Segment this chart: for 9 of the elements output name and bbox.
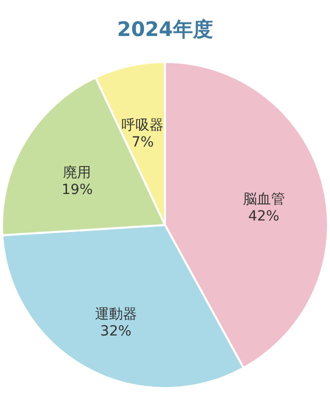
data-label: 42% [248,208,280,225]
data-label: 7% [132,134,154,150]
data-label: 19% [62,182,93,198]
slice-label: 脳血管 [242,192,285,208]
slice-label: 廃用 [63,165,92,182]
slice-label: 呼吸器 [122,117,164,134]
slice-label: 運動器 [94,306,137,322]
chart-title: 2024年度 [117,17,213,41]
data-label: 32% [100,323,132,340]
